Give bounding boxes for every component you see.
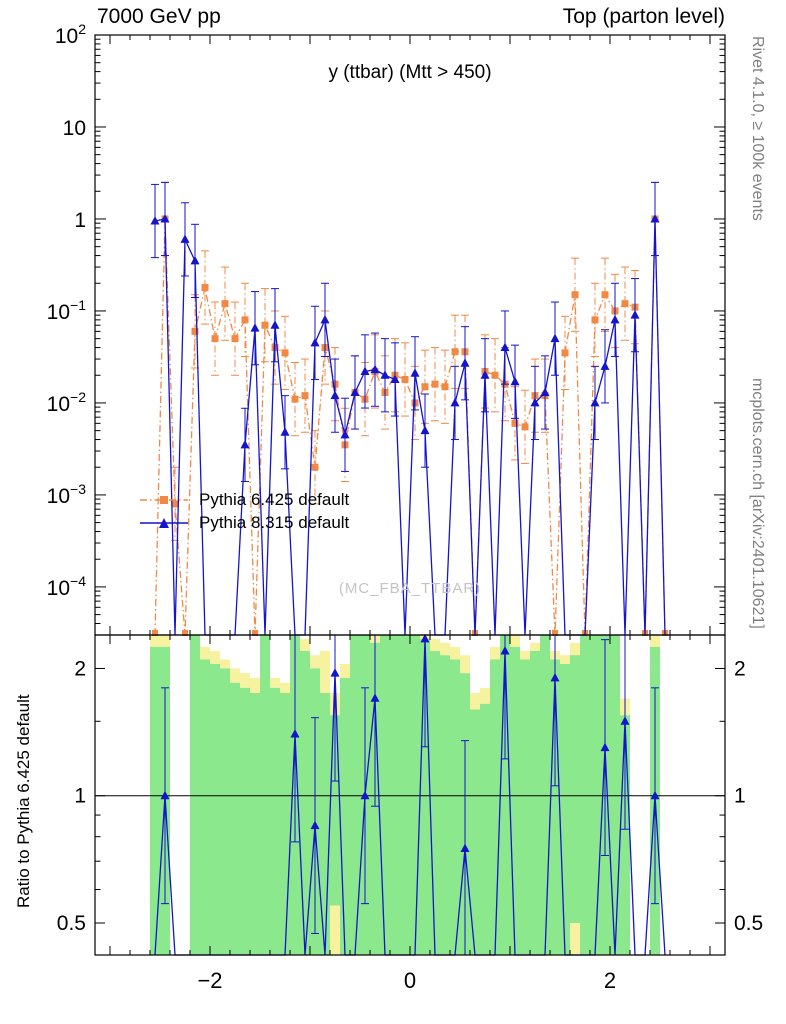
svg-text:0.5: 0.5 bbox=[57, 912, 86, 935]
legend-label: Pythia 6.425 default bbox=[199, 489, 350, 509]
pythia6-marker-icon bbox=[140, 495, 188, 504]
legend: Pythia 6.425 default Pythia 8.315 defaul… bbox=[138, 488, 349, 534]
svg-text:10: 10 bbox=[63, 117, 86, 140]
pythia8-marker-icon bbox=[140, 517, 188, 528]
svg-text:0.5: 0.5 bbox=[734, 912, 763, 935]
svg-text:2: 2 bbox=[734, 657, 746, 680]
svg-text:10−2: 10−2 bbox=[47, 389, 87, 416]
svg-text:1: 1 bbox=[74, 209, 86, 232]
svg-text:1: 1 bbox=[74, 785, 86, 808]
beam-energy-label: 7000 GeV pp bbox=[97, 5, 221, 28]
rivet-version-label: Rivet 4.1.0, ≥ 100k events bbox=[749, 36, 766, 221]
ratio-axis-title: Ratio to Pythia 6.425 default bbox=[14, 694, 33, 908]
analysis-watermark: (MC_FBA_TTBAR) bbox=[338, 580, 482, 597]
svg-text:0: 0 bbox=[404, 968, 416, 993]
svg-text:10−1: 10−1 bbox=[47, 297, 87, 324]
mcplots-reference-label: mcplots.cern.ch [arXiv:2401.10621] bbox=[749, 378, 766, 629]
legend-item-pythia8: Pythia 8.315 default bbox=[138, 511, 349, 534]
svg-text:2: 2 bbox=[74, 657, 86, 680]
svg-text:2: 2 bbox=[604, 968, 616, 993]
svg-text:102: 102 bbox=[55, 21, 86, 48]
svg-text:−2: −2 bbox=[197, 968, 222, 993]
plot-title: y (ttbar) (Mtt > 450) bbox=[328, 62, 492, 83]
svg-text:10−4: 10−4 bbox=[47, 573, 87, 600]
svg-text:1: 1 bbox=[734, 785, 746, 808]
svg-text:10−3: 10−3 bbox=[47, 481, 87, 508]
legend-item-pythia6: Pythia 6.425 default bbox=[138, 488, 349, 511]
legend-label: Pythia 8.315 default bbox=[199, 512, 350, 532]
process-label: Top (parton level) bbox=[562, 5, 725, 28]
